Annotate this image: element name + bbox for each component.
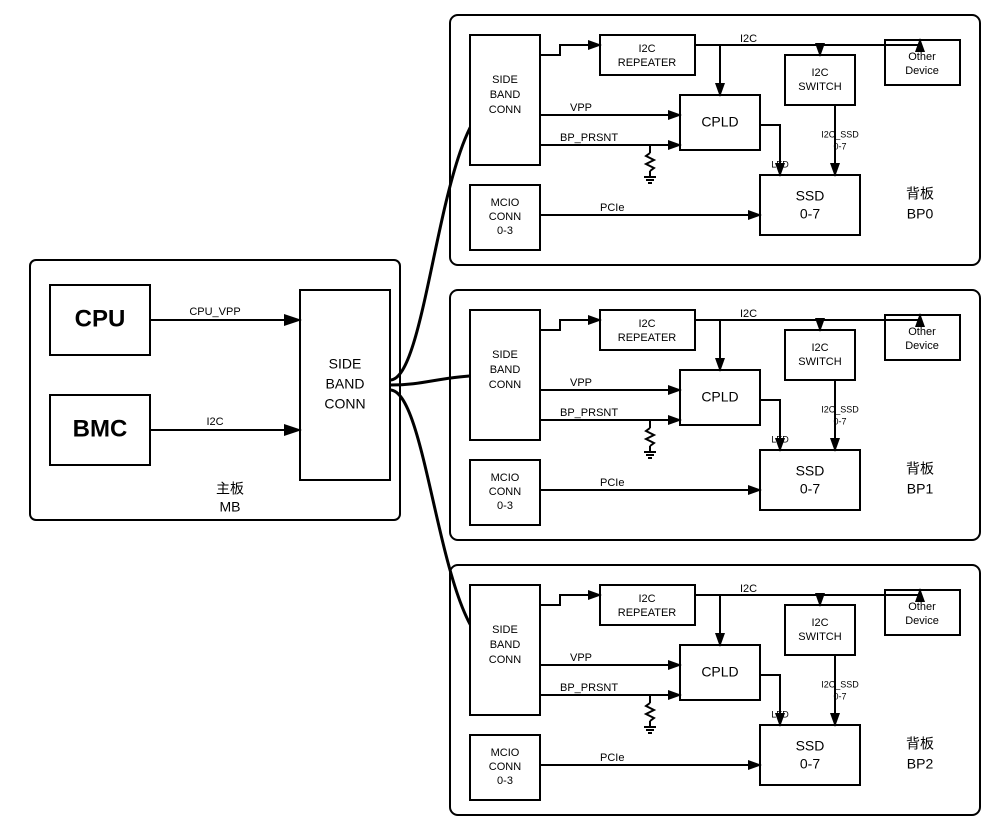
mb-sideband-l3: CONN: [324, 396, 365, 412]
svg-text:REPEATER: REPEATER: [618, 57, 677, 69]
svg-text:MCIO: MCIO: [491, 747, 520, 759]
svg-text:CONN: CONN: [489, 104, 521, 116]
svg-text:LED: LED: [771, 434, 789, 444]
svg-text:SIDE: SIDE: [492, 624, 518, 636]
svg-text:PCIe: PCIe: [600, 752, 624, 764]
svg-text:I2C_SSD: I2C_SSD: [821, 679, 859, 689]
svg-text:SWITCH: SWITCH: [798, 356, 841, 368]
svg-text:Device: Device: [905, 340, 939, 352]
svg-text:REPEATER: REPEATER: [618, 607, 677, 619]
svg-text:I2C: I2C: [811, 342, 828, 354]
svg-text:LED: LED: [771, 709, 789, 719]
backplane-BP2: SIDE BAND CONN MCIO CONN 0-3 I2C REPEATER CPLD I2…: [450, 565, 980, 815]
svg-text:CPLD: CPLD: [701, 114, 738, 130]
svg-text:I2C_SSD: I2C_SSD: [821, 404, 859, 414]
svg-text:MCIO: MCIO: [491, 197, 520, 209]
svg-text:Other: Other: [908, 601, 936, 613]
svg-text:LED: LED: [771, 159, 789, 169]
svg-text:Device: Device: [905, 65, 939, 77]
svg-text:BAND: BAND: [490, 89, 521, 101]
cpu-label: CPU: [75, 305, 126, 332]
svg-text:背板: 背板: [906, 736, 934, 752]
backplane-BP1: SIDE BAND CONN MCIO CONN 0-3 I2C REPEATER CPLD I2…: [450, 290, 980, 540]
svg-text:CONN: CONN: [489, 379, 521, 391]
svg-text:0-3: 0-3: [497, 775, 513, 787]
svg-text:背板: 背板: [906, 186, 934, 202]
svg-text:BP2: BP2: [907, 756, 934, 772]
svg-text:I2C: I2C: [811, 67, 828, 79]
svg-text:Device: Device: [905, 615, 939, 627]
svg-text:0-7: 0-7: [833, 416, 846, 426]
svg-text:VPP: VPP: [570, 377, 592, 389]
svg-text:I2C: I2C: [638, 593, 655, 605]
svg-text:I2C: I2C: [740, 583, 757, 595]
i2c-repeater-box: [600, 585, 695, 625]
mainboard-label-cn: 主板: [216, 481, 244, 497]
svg-text:I2C: I2C: [638, 318, 655, 330]
backplane-BP0: SIDE BAND CONN MCIO CONN 0-3 I2C REPEATER CPLD I2…: [450, 15, 980, 265]
svg-text:BAND: BAND: [490, 639, 521, 651]
svg-text:0-3: 0-3: [497, 500, 513, 512]
svg-text:VPP: VPP: [570, 652, 592, 664]
svg-text:SSD: SSD: [796, 738, 825, 754]
svg-text:0-7: 0-7: [800, 481, 820, 497]
svg-text:SWITCH: SWITCH: [798, 631, 841, 643]
svg-text:Other: Other: [908, 326, 936, 338]
svg-text:BP_PRSNT: BP_PRSNT: [560, 407, 618, 419]
svg-text:SIDE: SIDE: [492, 349, 518, 361]
svg-text:SIDE: SIDE: [492, 74, 518, 86]
bmc-i2c-label: I2C: [206, 416, 223, 428]
svg-text:CPLD: CPLD: [701, 389, 738, 405]
svg-text:0-7: 0-7: [800, 756, 820, 772]
i2c-repeater-box: [600, 35, 695, 75]
svg-text:0-7: 0-7: [800, 206, 820, 222]
mb-sideband-l1: SIDE: [329, 356, 362, 372]
svg-text:VPP: VPP: [570, 102, 592, 114]
svg-text:BP0: BP0: [907, 206, 934, 222]
svg-text:PCIe: PCIe: [600, 202, 624, 214]
svg-text:CONN: CONN: [489, 654, 521, 666]
svg-text:BAND: BAND: [490, 364, 521, 376]
svg-text:SSD: SSD: [796, 463, 825, 479]
svg-text:MCIO: MCIO: [491, 472, 520, 484]
svg-text:I2C_SSD: I2C_SSD: [821, 129, 859, 139]
svg-text:0-7: 0-7: [833, 691, 846, 701]
svg-text:CONN: CONN: [489, 486, 521, 498]
svg-text:I2C: I2C: [740, 33, 757, 45]
svg-text:I2C: I2C: [638, 43, 655, 55]
mb-sideband-l2: BAND: [326, 376, 365, 392]
svg-text:0-3: 0-3: [497, 225, 513, 237]
i2c-repeater-box: [600, 310, 695, 350]
svg-text:SSD: SSD: [796, 188, 825, 204]
svg-text:Other: Other: [908, 51, 936, 63]
cpu-vpp-label: CPU_VPP: [189, 306, 240, 318]
svg-text:CONN: CONN: [489, 761, 521, 773]
svg-text:CONN: CONN: [489, 211, 521, 223]
svg-text:BP1: BP1: [907, 481, 934, 497]
svg-text:REPEATER: REPEATER: [618, 332, 677, 344]
mainboard-panel: 主板 MB CPU BMC SIDE BAND CONN CPU_VPP I2C: [30, 260, 400, 520]
svg-text:I2C: I2C: [740, 308, 757, 320]
svg-text:PCIe: PCIe: [600, 477, 624, 489]
svg-text:0-7: 0-7: [833, 141, 846, 151]
svg-text:BP_PRSNT: BP_PRSNT: [560, 682, 618, 694]
svg-text:I2C: I2C: [811, 617, 828, 629]
svg-text:背板: 背板: [906, 461, 934, 477]
svg-text:SWITCH: SWITCH: [798, 81, 841, 93]
svg-text:CPLD: CPLD: [701, 664, 738, 680]
bmc-label: BMC: [73, 415, 128, 442]
mainboard-label-en: MB: [220, 499, 241, 515]
svg-text:BP_PRSNT: BP_PRSNT: [560, 132, 618, 144]
